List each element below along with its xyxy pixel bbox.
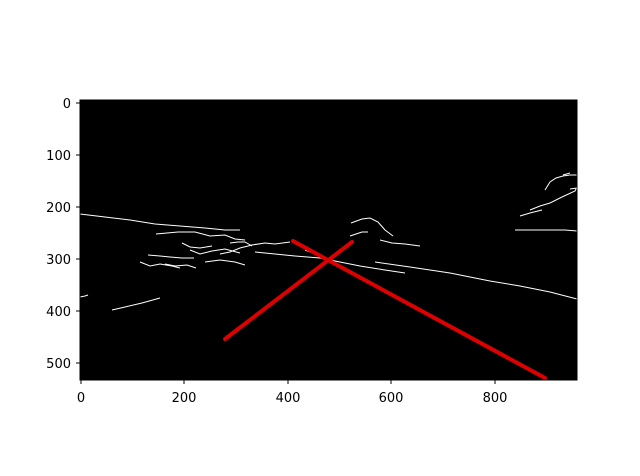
x-tick-800: 800 <box>483 391 508 406</box>
x-axis <box>80 380 496 384</box>
left-lane-line <box>223 240 354 341</box>
y-tick-200: 200 <box>46 201 71 216</box>
x-tick-600: 600 <box>379 391 404 406</box>
x-tick-400: 400 <box>276 391 301 406</box>
y-tick-400: 400 <box>46 305 71 320</box>
x-tick-200: 200 <box>172 391 197 406</box>
y-axis <box>76 102 80 364</box>
right-lane-line <box>291 239 547 380</box>
y-tick-100: 100 <box>46 149 71 164</box>
axes-frame <box>79 99 578 381</box>
x-tick-0: 0 <box>77 391 85 406</box>
y-tick-500: 500 <box>46 357 71 372</box>
edge-detail <box>79 172 578 311</box>
y-tick-300: 300 <box>46 253 71 268</box>
y-tick-0: 0 <box>63 97 71 112</box>
lane-lines <box>223 239 547 380</box>
x-tick-labels: 0 200 400 600 800 <box>77 391 508 406</box>
image-area <box>80 100 577 380</box>
y-tick-labels: 0 100 200 300 400 500 <box>46 97 71 372</box>
